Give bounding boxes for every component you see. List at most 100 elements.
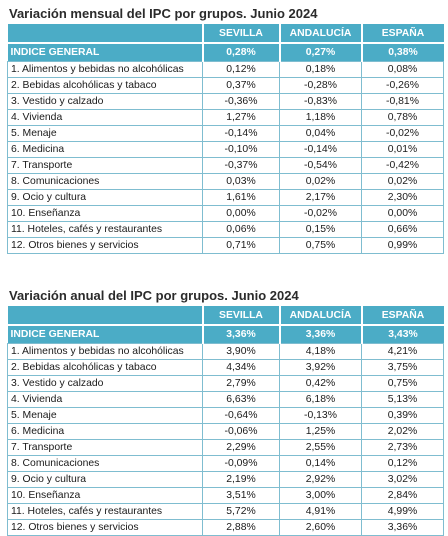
annual-general-sevilla: 3,36% [201,325,280,344]
table-row: 5. Menaje -0,64% -0,13% 0,39% [7,407,444,424]
cell-espana: 2,02% [361,423,444,440]
cell-sevilla: 1,27% [202,109,280,126]
cell-andalucia: 1,25% [279,423,362,440]
cell-andalucia: 3,92% [279,359,362,376]
cell-sevilla: -0,06% [202,423,280,440]
monthly-general-row: INDICE GENERAL 0,28% 0,27% 0,38% [7,43,444,62]
cell-espana: 0,02% [361,173,444,190]
monthly-header-sevilla: SEVILLA [201,24,280,44]
cell-espana: 0,12% [361,455,444,472]
annual-section: Variación anual del IPC por grupos. Juni… [7,286,444,536]
cell-espana: -0,42% [361,157,444,174]
table-row: 2. Bebidas alcohólicas y tabaco 0,37% -0,2… [7,77,444,94]
row-label: 3. Vestido y calzado [7,375,203,392]
cell-sevilla: 0,71% [202,237,280,254]
table-row: 7. Transporte 2,29% 2,55% 2,73% [7,439,444,456]
row-label: 6. Medicina [7,423,203,440]
monthly-general-sevilla: 0,28% [201,43,280,62]
cell-espana: -0,26% [361,77,444,94]
cell-sevilla: 0,03% [202,173,280,190]
table-row: 9. Ocio y cultura 2,19% 2,92% 3,02% [7,471,444,488]
row-label: 1. Alimentos y bebidas no alcohólicas [7,343,203,360]
cell-andalucia: 0,14% [279,455,362,472]
cell-andalucia: 0,18% [279,61,362,78]
cell-sevilla: 0,00% [202,205,280,222]
table-row: 1. Alimentos y bebidas no alcohólicas 3,9… [7,343,444,360]
cell-sevilla: 4,34% [202,359,280,376]
row-label: 9. Ocio y cultura [7,471,203,488]
cell-andalucia: 0,02% [279,173,362,190]
cell-espana: 0,39% [361,407,444,424]
table-row: 10. Enseñanza 0,00% -0,02% 0,00% [7,205,444,222]
table-row: 6. Medicina -0,10% -0,14% 0,01% [7,141,444,158]
cell-andalucia: 2,60% [279,519,362,536]
row-label: 10. Enseñanza [7,487,203,504]
cell-andalucia: 4,18% [279,343,362,360]
cell-sevilla: -0,14% [202,125,280,142]
cell-espana: 5,13% [361,391,444,408]
cell-andalucia: 0,04% [279,125,362,142]
annual-header-andalucia: ANDALUCÍA [278,306,362,326]
row-label: 10. Enseñanza [7,205,203,222]
table-row: 12. Otros bienes y servicios 2,88% 2,60% 3,… [7,519,444,536]
annual-table: SEVILLA ANDALUCÍA ESPAÑA INDICE GENERAL 3… [7,306,444,536]
annual-general-row: INDICE GENERAL 3,36% 3,36% 3,43% [7,325,444,344]
cell-espana: 0,75% [361,375,444,392]
cell-sevilla: 5,72% [202,503,280,520]
cell-espana: 4,21% [361,343,444,360]
row-label: 7. Transporte [7,439,203,456]
cell-andalucia: 2,17% [279,189,362,206]
row-label: 1. Alimentos y bebidas no alcohólicas [7,61,203,78]
monthly-title: Variación mensual del IPC por grupos. Ju… [9,6,318,21]
cell-espana: 0,66% [361,221,444,238]
row-label: 12. Otros bienes y servicios [7,519,203,536]
row-label: 9. Ocio y cultura [7,189,203,206]
annual-header-blank [7,306,203,326]
cell-sevilla: 3,51% [202,487,280,504]
row-label: 8. Comunicaciones [7,173,203,190]
monthly-table: SEVILLA ANDALUCÍA ESPAÑA INDICE GENERAL 0… [7,24,444,254]
table-row: 10. Enseñanza 3,51% 3,00% 2,84% [7,487,444,504]
cell-espana: -0,81% [361,93,444,110]
monthly-header-blank [7,24,203,44]
monthly-general-espana: 0,38% [360,43,444,62]
row-label: 3. Vestido y calzado [7,93,203,110]
cell-andalucia: 2,92% [279,471,362,488]
cell-andalucia: 6,18% [279,391,362,408]
annual-general-espana: 3,43% [360,325,444,344]
cell-sevilla: 2,79% [202,375,280,392]
cell-espana: 0,78% [361,109,444,126]
table-row: 11. Hoteles, cafés y restaurantes 5,72% 4,… [7,503,444,520]
table-row: 4. Vivienda 6,63% 6,18% 5,13% [7,391,444,408]
cell-andalucia: 1,18% [279,109,362,126]
cell-andalucia: -0,83% [279,93,362,110]
cell-espana: 2,30% [361,189,444,206]
cell-espana: 4,99% [361,503,444,520]
cell-sevilla: 2,88% [202,519,280,536]
cell-andalucia: 0,42% [279,375,362,392]
cell-espana: 3,36% [361,519,444,536]
table-row: 8. Comunicaciones 0,03% 0,02% 0,02% [7,173,444,190]
cell-andalucia: -0,54% [279,157,362,174]
row-label: 7. Transporte [7,157,203,174]
table-row: 12. Otros bienes y servicios 0,71% 0,75% 0,… [7,237,444,254]
cell-andalucia: 4,91% [279,503,362,520]
cell-espana: 3,02% [361,471,444,488]
row-label: 11. Hoteles, cafés y restaurantes [7,503,203,520]
cell-andalucia: 0,15% [279,221,362,238]
annual-header-sevilla: SEVILLA [201,306,280,326]
table-row: 2. Bebidas alcohólicas y tabaco 4,34% 3,92… [7,359,444,376]
cell-sevilla: 6,63% [202,391,280,408]
row-label: 5. Menaje [7,407,203,424]
cell-espana: 0,99% [361,237,444,254]
table-row: 11. Hoteles, cafés y restaurantes 0,06% 0,… [7,221,444,238]
table-row: 9. Ocio y cultura 1,61% 2,17% 2,30% [7,189,444,206]
annual-general-label: INDICE GENERAL [7,325,203,344]
cell-sevilla: 3,90% [202,343,280,360]
cell-andalucia: -0,13% [279,407,362,424]
annual-general-andalucia: 3,36% [278,325,362,344]
table-row: 3. Vestido y calzado -0,36% -0,83% -0,81% [7,93,444,110]
table-row: 4. Vivienda 1,27% 1,18% 0,78% [7,109,444,126]
cell-espana: 2,84% [361,487,444,504]
cell-sevilla: -0,37% [202,157,280,174]
